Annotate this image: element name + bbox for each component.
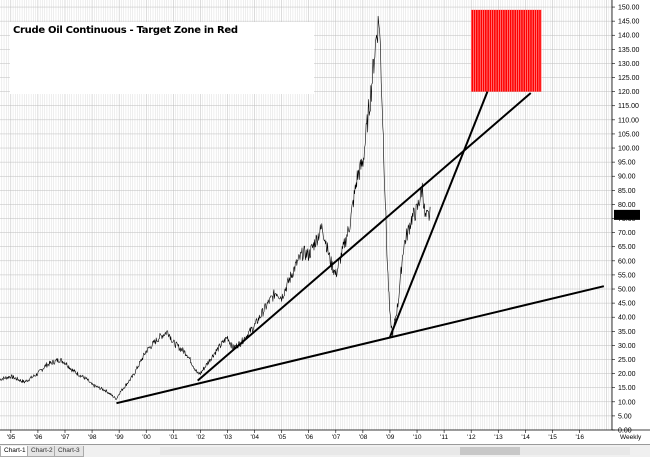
y-tick-label: 140.00 (618, 33, 640, 40)
tab-chart-2[interactable]: Chart-2 (27, 446, 57, 457)
y-tick-label: 80.00 (618, 202, 636, 209)
target-zone-stripes (470, 9, 542, 92)
y-tick-label: 120.00 (618, 89, 640, 96)
x-tick-label: '01 (169, 434, 178, 441)
y-tick-label: 60.00 (618, 258, 636, 265)
y-tick-label: 50.00 (618, 287, 636, 294)
y-tick-label: 65.00 (618, 244, 636, 251)
x-tick-label: '15 (548, 434, 557, 441)
y-tick-label: 125.00 (618, 75, 640, 82)
y-tick-label: 95.00 (618, 160, 636, 167)
trendline-2 (197, 92, 532, 382)
x-tick-label: '16 (576, 434, 585, 441)
y-tick-label: 30.00 (618, 343, 636, 350)
series-group (0, 15, 431, 400)
last-value-label: 76.29 (617, 212, 635, 219)
x-tick-label: '98 (88, 434, 97, 441)
tab-chart-3[interactable]: Chart-3 (54, 446, 84, 457)
last-value-box (614, 209, 640, 220)
y-tick-label: 10.00 (618, 399, 636, 406)
x-tick-label: '08 (359, 434, 368, 441)
y-axis: 0.00 5.00 10.00 15.00 20.00 25.00 30.00 35.00 40… (612, 5, 640, 435)
y-tick-label: 100.00 (618, 146, 640, 153)
x-tick-label: '02 (196, 434, 205, 441)
x-tick-label: '97 (61, 434, 70, 441)
x-tick-label: '09 (386, 434, 395, 441)
title-box: Crude Oil Continuous - Target Zone in Re… (10, 22, 314, 94)
y-tick-label: 105.00 (618, 131, 640, 138)
y-tick-label: 130.00 (618, 61, 640, 68)
price-chart: 0.00 5.00 10.00 15.00 20.00 25.00 30.00 35.00 40… (0, 0, 650, 441)
x-tick-label: '06 (305, 434, 314, 441)
target-zone (471, 9, 542, 92)
y-tick-label: 145.00 (618, 19, 640, 26)
y-tick-label: 40.00 (618, 315, 636, 322)
y-tick-label: 110.00 (618, 117, 639, 124)
x-axis-label: Weekly (620, 434, 642, 441)
x-tick-label: '13 (494, 434, 503, 441)
x-tick-label: '10 (413, 434, 422, 441)
y-tick-label: 90.00 (618, 174, 636, 181)
y-tick-label: 45.00 (618, 301, 636, 308)
y-tick-label: 15.00 (618, 385, 636, 392)
price-series (0, 15, 431, 400)
x-tick-label: '95 (7, 434, 16, 441)
y-tick-label: 25.00 (618, 357, 636, 364)
x-tick-label: '12 (467, 434, 476, 441)
tab-bar: ◀ ▶ Chart-1 Chart-2 Chart-3 (0, 444, 650, 457)
x-tick-label: '99 (115, 434, 124, 441)
x-tick-label: '96 (34, 434, 43, 441)
y-tick-label: 20.00 (618, 371, 636, 378)
tab-chart-1[interactable]: Chart-1 (0, 446, 30, 457)
y-tick-label: 5.00 (618, 413, 632, 420)
x-tick-label: '07 (332, 434, 341, 441)
y-tick-label: 85.00 (618, 188, 636, 195)
y-tick-label: 0.00 (618, 428, 632, 435)
trendline-3 (389, 91, 489, 338)
x-tick-label: '14 (521, 434, 530, 441)
x-tick-label: '00 (142, 434, 151, 441)
y-tick-label: 35.00 (618, 329, 636, 336)
y-tick-label: 55.00 (618, 272, 636, 279)
horizontal-scrollbar[interactable] (160, 447, 630, 455)
y-tick-label: 135.00 (618, 47, 640, 54)
x-axis: '95 '96 '97 '98 '99 '00 '01 '02 '03 '04 '05 '06 '07 '… (7, 430, 585, 441)
y-tick-label: 70.00 (618, 230, 636, 237)
chart-title: Crude Oil Continuous - Target Zone in Re… (13, 25, 238, 36)
x-tick-label: '04 (251, 434, 260, 441)
scrollbar-thumb[interactable] (460, 447, 520, 455)
x-tick-label: '03 (223, 434, 232, 441)
trendline-1 (116, 285, 605, 405)
x-tick-label: '05 (278, 434, 287, 441)
x-tick-label: '11 (440, 434, 448, 441)
y-tick-label: 115.00 (618, 103, 639, 110)
trendlines (116, 91, 605, 405)
y-tick-label: 150.00 (618, 5, 640, 12)
